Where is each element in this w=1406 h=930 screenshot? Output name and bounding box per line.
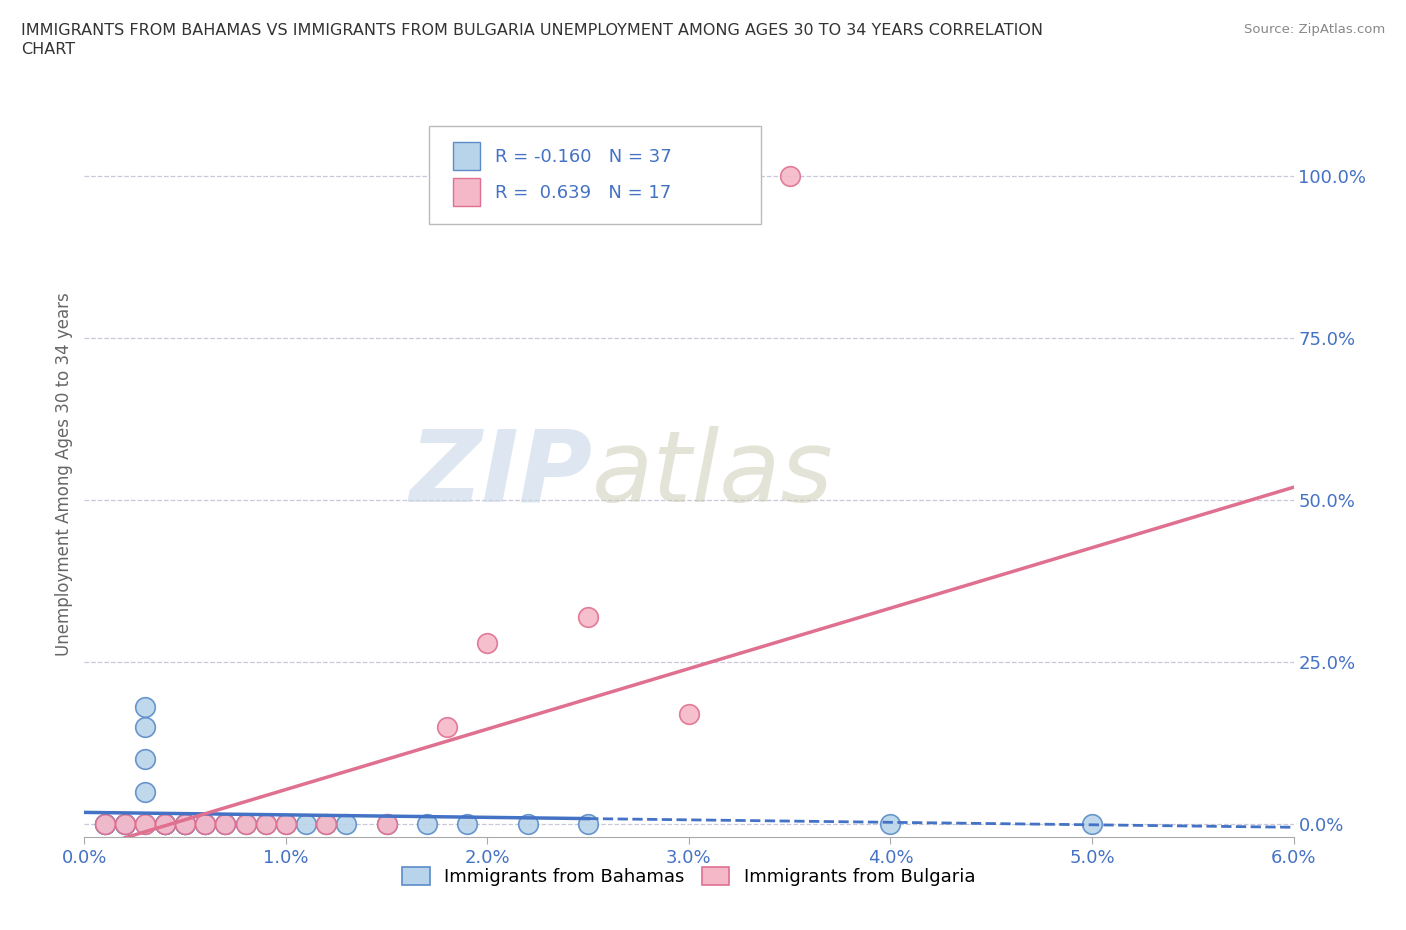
Point (477, 635, 499, 650)
Point (779, 169, 801, 184)
Point (93, 817, 115, 831)
Point (153, 817, 176, 831)
Point (576, 817, 599, 831)
Point (879, 817, 901, 831)
Point (375, 817, 398, 831)
Point (134, 784, 156, 799)
Point (678, 707, 700, 722)
Point (134, 817, 156, 831)
Point (295, 817, 318, 831)
Text: ZIP: ZIP (409, 426, 592, 523)
Point (315, 817, 337, 831)
Point (114, 817, 136, 831)
Point (174, 817, 197, 831)
Point (214, 817, 236, 831)
Point (174, 817, 197, 831)
Point (134, 751, 156, 766)
Point (153, 817, 176, 831)
Text: IMMIGRANTS FROM BAHAMAS VS IMMIGRANTS FROM BULGARIA UNEMPLOYMENT AMONG AGES 30 T: IMMIGRANTS FROM BAHAMAS VS IMMIGRANTS FR… (21, 23, 1043, 38)
Text: CHART: CHART (21, 42, 75, 57)
Text: Source: ZipAtlas.com: Source: ZipAtlas.com (1244, 23, 1385, 36)
Point (194, 817, 217, 831)
Point (174, 817, 197, 831)
Point (315, 817, 337, 831)
Point (274, 817, 297, 831)
FancyBboxPatch shape (429, 126, 762, 224)
Y-axis label: Unemployment Among Ages 30 to 34 years: Unemployment Among Ages 30 to 34 years (55, 292, 73, 657)
Point (214, 817, 236, 831)
Point (134, 817, 156, 831)
Point (1081, 817, 1104, 831)
Point (93, 817, 115, 831)
Point (114, 817, 136, 831)
Point (114, 817, 136, 831)
Point (153, 817, 176, 831)
Text: R =  0.639   N = 17: R = 0.639 N = 17 (495, 184, 672, 202)
Text: R = -0.160   N = 37: R = -0.160 N = 37 (495, 148, 672, 166)
Point (375, 817, 398, 831)
Point (134, 700, 156, 715)
FancyBboxPatch shape (453, 142, 479, 169)
Point (254, 817, 277, 831)
Legend: Immigrants from Bahamas, Immigrants from Bulgaria: Immigrants from Bahamas, Immigrants from… (395, 859, 983, 893)
Point (134, 720, 156, 735)
Point (436, 720, 458, 735)
Point (174, 817, 197, 831)
Point (274, 817, 297, 831)
Point (194, 817, 217, 831)
Point (153, 817, 176, 831)
Point (416, 817, 439, 831)
Point (153, 817, 176, 831)
Point (235, 817, 257, 831)
Point (194, 817, 217, 831)
Point (335, 817, 357, 831)
Point (214, 817, 236, 831)
Point (114, 817, 136, 831)
Point (254, 817, 277, 831)
Text: atlas: atlas (592, 426, 834, 523)
Point (114, 817, 136, 831)
Point (576, 609, 599, 624)
Point (93, 817, 115, 831)
FancyBboxPatch shape (453, 179, 479, 206)
Point (93, 817, 115, 831)
Point (174, 817, 197, 831)
Point (516, 817, 538, 831)
Point (235, 817, 257, 831)
Point (456, 817, 478, 831)
